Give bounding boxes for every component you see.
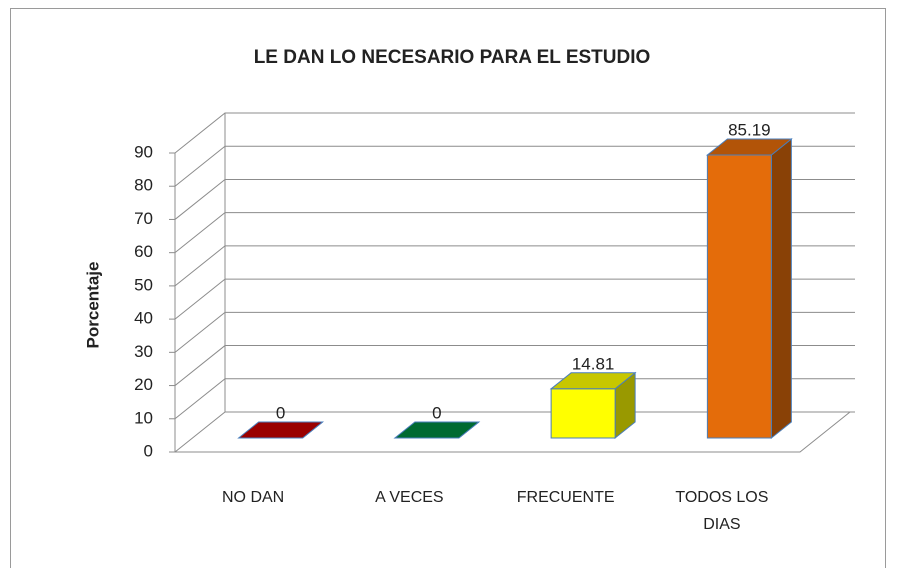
- chart-frame: [10, 8, 886, 568]
- bar-top: [705, 138, 793, 156]
- y-tick-label: 70: [134, 209, 153, 228]
- y-tick-label: 90: [134, 142, 153, 161]
- y-tick-label: 80: [134, 176, 153, 195]
- x-tick-label: A VECES: [375, 489, 444, 506]
- bar: [550, 388, 616, 439]
- y-tick-label: 50: [134, 275, 153, 294]
- x-tick-label: FRECUENTE: [516, 489, 615, 506]
- y-tick-label: 10: [134, 408, 153, 427]
- y-tick-label: 0: [144, 441, 153, 460]
- bar-top: [549, 372, 637, 390]
- y-tick-label: 40: [134, 309, 153, 328]
- value-label: 0: [276, 403, 285, 422]
- floor-edge: [175, 411, 851, 453]
- bar-top: [237, 421, 325, 439]
- chart-title: LE DAN LO NECESARIO PARA EL ESTUDIO: [254, 47, 651, 68]
- value-label: 14.81: [572, 354, 615, 373]
- y-tick-label: 60: [134, 242, 153, 261]
- value-label: 0: [432, 403, 441, 422]
- y-axis-title: Porcentaje: [83, 262, 102, 349]
- bar: [706, 154, 772, 439]
- y-tick-label: 30: [134, 342, 153, 361]
- bar-top: [393, 421, 481, 439]
- x-tick-label: TODOS LOS DIAS: [675, 489, 769, 533]
- y-tick-label: 20: [134, 375, 153, 394]
- bar-side: [770, 137, 792, 440]
- value-label: 85.19: [728, 120, 771, 139]
- x-tick-label: NO DAN: [222, 489, 285, 506]
